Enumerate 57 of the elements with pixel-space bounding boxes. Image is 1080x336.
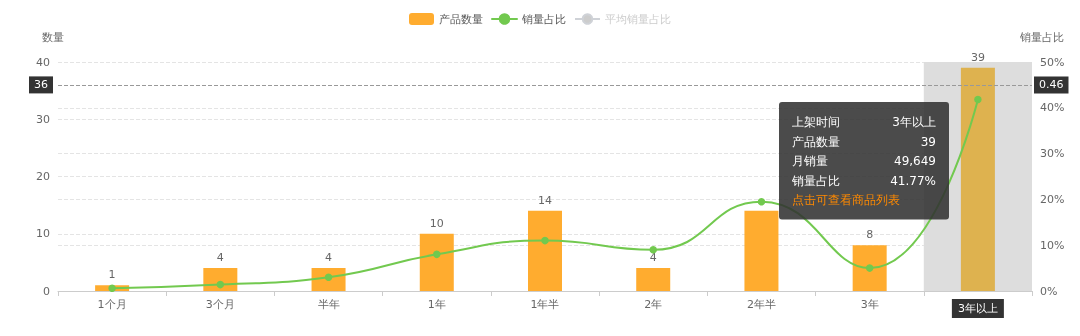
point: [865, 264, 874, 272]
x-tick-label: 半年: [317, 298, 340, 311]
y2-tick-label: 0%: [1040, 284, 1058, 298]
annotation: 点击可查看商品列表: [792, 193, 900, 207]
legend-label: 产品数量: [439, 12, 483, 26]
annotation: 销量占比: [791, 173, 840, 188]
x-tick-label: 1个月: [97, 298, 127, 311]
y-tick-label: 20: [36, 170, 50, 183]
bar: [419, 233, 454, 291]
x-tick-label: 2年半: [746, 298, 776, 311]
point: [757, 197, 766, 206]
y2-axis-title: 销量占比: [1019, 31, 1064, 44]
point: [974, 95, 982, 104]
bar: [744, 210, 779, 291]
bar: [852, 245, 887, 291]
point: [433, 250, 441, 259]
bar: [960, 67, 995, 291]
bar: [528, 210, 562, 291]
data-label: 1: [108, 268, 116, 282]
data-label: 8: [866, 228, 874, 242]
annotation: 上架时间: [792, 115, 840, 129]
data-label: 4: [649, 251, 657, 265]
x-tick-label: 1年: [427, 298, 446, 311]
x-tick-label: 3年: [860, 298, 879, 311]
data-label: 4: [216, 251, 224, 265]
point: [108, 284, 116, 292]
data-label: 10: [429, 216, 444, 230]
annotation: 39: [920, 134, 936, 149]
data-label: 4: [325, 251, 333, 265]
annotation: 49,649: [894, 154, 936, 168]
ref-line-label: 36: [34, 78, 48, 92]
y-tick-label: 30: [36, 112, 50, 126]
legend-label: 销量占比: [521, 12, 566, 26]
point: [216, 280, 225, 289]
annotation: 3年以上: [892, 115, 936, 129]
y-tick-label: 0: [43, 284, 50, 298]
y-tick-label: 10: [36, 227, 50, 241]
point: [649, 246, 657, 254]
annotation: 0.46: [1039, 78, 1064, 92]
annotation: 产品数量: [792, 134, 840, 149]
x-tick-label: 2年: [644, 298, 663, 311]
annotation: 41.77%: [890, 173, 936, 188]
bar: [636, 268, 671, 291]
data-label: 14: [538, 193, 552, 207]
x-tick-label: 3个月: [205, 298, 235, 311]
y2-tick-label: 10%: [1040, 238, 1065, 252]
y2-tick-label: 50%: [1040, 55, 1065, 69]
x-tick-label: 1年半: [530, 298, 560, 311]
y-tick-label: 40: [36, 55, 50, 69]
y2-tick-label: 20%: [1040, 192, 1065, 206]
y-axis-title: 数量: [42, 31, 64, 44]
y2-tick-label: 40%: [1040, 101, 1065, 115]
y2-tick-label: 30%: [1040, 147, 1065, 161]
annotation: 月销量: [792, 154, 828, 168]
point: [541, 236, 549, 245]
data-label: 39: [970, 50, 985, 64]
x-tick-label: 3年以上: [957, 302, 998, 315]
